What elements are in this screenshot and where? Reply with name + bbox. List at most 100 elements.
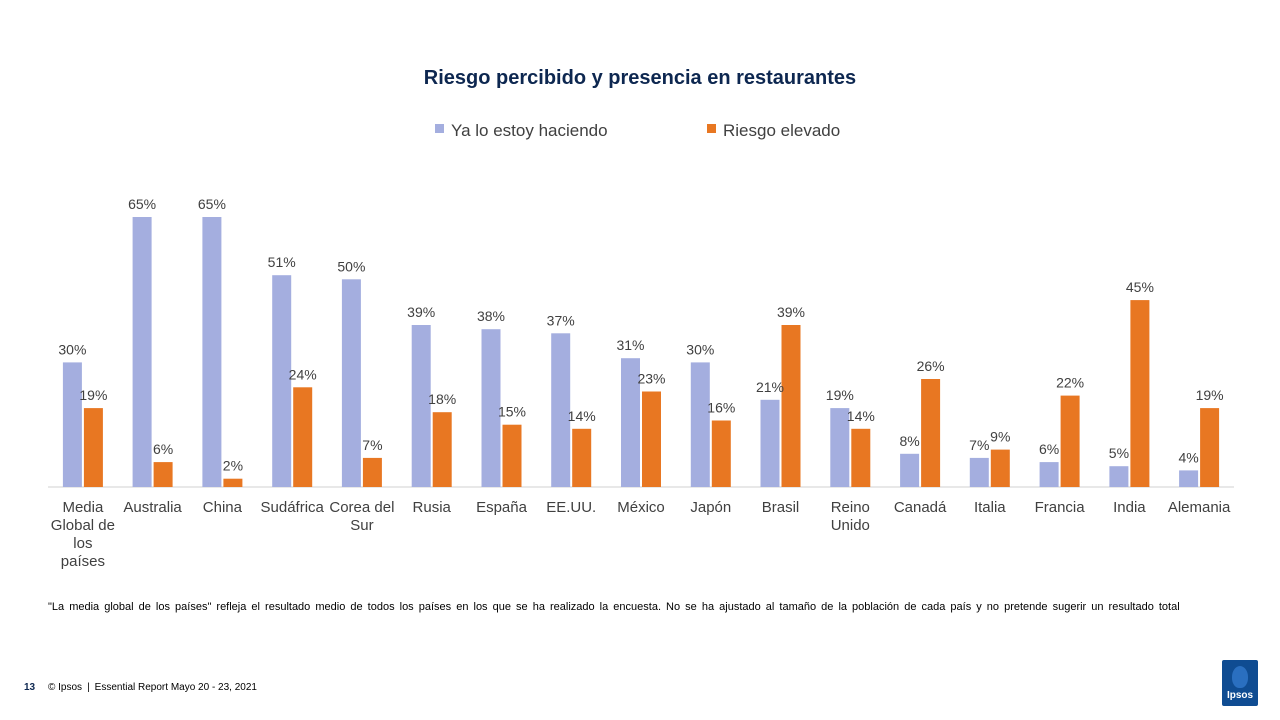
- category-label-16: Alemania: [1168, 499, 1231, 516]
- bars-group: [62, 217, 1220, 487]
- bar-riesgo-1: [153, 462, 173, 487]
- legend-label-riesgo: Riesgo elevado: [723, 121, 840, 140]
- bar-riesgo-8: [642, 391, 661, 487]
- value-label-ya-6: 38%: [477, 308, 505, 324]
- value-label-ya-14: 6%: [1039, 441, 1059, 457]
- value-label-ya-13: 7%: [969, 437, 989, 453]
- bar-ya-9: [690, 362, 710, 487]
- category-label-1: Australia: [123, 499, 182, 516]
- bar-ya-2: [202, 217, 222, 487]
- value-label-riesgo-11: 14%: [847, 408, 875, 424]
- value-labels-group: 30% 19% 65% 6% 65% 2% 51% 24% 50% 7% 39% 18% 38% 15% 3…: [58, 196, 1223, 474]
- legend-swatch-ya: [435, 124, 444, 133]
- value-label-ya-11: 19%: [826, 387, 854, 403]
- bar-ya-7: [551, 333, 571, 487]
- value-label-riesgo-13: 9%: [990, 429, 1010, 445]
- value-label-riesgo-9: 16%: [707, 400, 735, 416]
- bar-riesgo-12: [921, 379, 941, 487]
- value-label-riesgo-15: 45%: [1126, 279, 1154, 295]
- bar-ya-6: [481, 329, 501, 487]
- bar-ya-8: [621, 358, 640, 487]
- logo-mark-icon: [1232, 666, 1248, 688]
- chart-title: Riesgo percibido y presencia en restaura…: [424, 67, 856, 89]
- category-label-14: Francia: [1035, 499, 1086, 516]
- legend-swatch-riesgo: [707, 124, 716, 133]
- value-label-ya-0: 30%: [58, 341, 86, 357]
- bar-ya-13: [969, 457, 989, 487]
- category-label-11: Reino Unido: [831, 499, 870, 534]
- value-label-riesgo-8: 23%: [637, 371, 665, 387]
- value-label-ya-10: 21%: [756, 379, 784, 395]
- category-label-4: Corea del Sur: [329, 499, 394, 534]
- value-label-ya-16: 4%: [1178, 449, 1198, 465]
- bar-riesgo-7: [572, 428, 592, 487]
- category-label-13: Italia: [974, 499, 1006, 516]
- bar-riesgo-3: [293, 387, 313, 487]
- footer-separator: |: [87, 682, 90, 693]
- bar-riesgo-13: [990, 449, 1010, 487]
- value-label-riesgo-2: 2%: [223, 458, 243, 474]
- category-label-9: Japón: [690, 499, 731, 516]
- value-label-riesgo-12: 26%: [917, 358, 945, 374]
- value-label-riesgo-7: 14%: [568, 408, 596, 424]
- bar-riesgo-0: [83, 408, 103, 487]
- value-label-riesgo-3: 24%: [289, 366, 317, 382]
- category-label-10: Brasil: [762, 499, 800, 516]
- bar-chart: Riesgo percibido y presencia en restaura…: [48, 67, 1234, 570]
- category-label-2: China: [203, 499, 243, 516]
- bar-riesgo-2: [223, 478, 243, 487]
- value-label-ya-3: 51%: [268, 254, 296, 270]
- bar-ya-14: [1039, 462, 1059, 487]
- page-number: 13: [24, 682, 36, 693]
- value-label-ya-4: 50%: [337, 258, 365, 274]
- bar-ya-1: [132, 217, 152, 487]
- bar-riesgo-14: [1060, 395, 1080, 487]
- value-label-riesgo-0: 19%: [79, 387, 107, 403]
- value-label-riesgo-4: 7%: [362, 437, 382, 453]
- value-label-ya-2: 65%: [198, 196, 226, 212]
- value-label-riesgo-10: 39%: [777, 304, 805, 320]
- bar-ya-12: [900, 453, 920, 487]
- value-label-ya-8: 31%: [616, 337, 644, 353]
- category-label-0: Media Global de los países: [51, 499, 115, 570]
- value-label-riesgo-5: 18%: [428, 391, 456, 407]
- bar-riesgo-15: [1130, 300, 1150, 487]
- category-label-15: India: [1113, 499, 1146, 516]
- bar-ya-11: [830, 408, 850, 487]
- bar-ya-3: [272, 275, 292, 487]
- legend: Ya lo estoy haciendo Riesgo elevado: [435, 121, 840, 140]
- value-label-riesgo-1: 6%: [153, 441, 173, 457]
- category-label-12: Canadá: [894, 499, 947, 516]
- footer: 13 © Ipsos | Essential Report Mayo 20 - …: [24, 682, 257, 693]
- value-label-riesgo-16: 19%: [1196, 387, 1224, 403]
- bar-ya-5: [411, 325, 431, 487]
- value-label-ya-7: 37%: [547, 312, 575, 328]
- logo-text: Ipsos: [1226, 690, 1254, 701]
- bar-ya-15: [1109, 466, 1129, 487]
- value-label-riesgo-6: 15%: [498, 404, 526, 420]
- bar-ya-10: [760, 399, 780, 487]
- category-label-8: México: [617, 499, 665, 516]
- category-label-6: España: [476, 499, 528, 516]
- value-label-ya-1: 65%: [128, 196, 156, 212]
- copyright-text: © Ipsos: [48, 682, 83, 693]
- value-label-ya-12: 8%: [899, 433, 919, 449]
- category-label-5: Rusia: [413, 499, 452, 516]
- bar-ya-16: [1179, 470, 1199, 487]
- footnote: "La media global de los países" refleja …: [48, 601, 1180, 613]
- value-label-ya-15: 5%: [1109, 445, 1129, 461]
- category-label-7: EE.UU.: [546, 499, 596, 516]
- bar-riesgo-16: [1200, 408, 1220, 487]
- value-label-ya-5: 39%: [407, 304, 435, 320]
- legend-label-ya: Ya lo estoy haciendo: [451, 121, 608, 140]
- report-info: Essential Report Mayo 20 - 23, 2021: [94, 682, 257, 693]
- bar-riesgo-6: [502, 424, 522, 487]
- ipsos-logo: Ipsos: [1222, 660, 1258, 706]
- bar-ya-4: [341, 279, 361, 487]
- bar-riesgo-5: [432, 412, 452, 487]
- category-label-3: Sudáfrica: [261, 499, 325, 516]
- bar-riesgo-9: [711, 420, 731, 487]
- category-labels-group: Media Global de los países Australia China Sud…: [51, 499, 1231, 570]
- bar-riesgo-11: [851, 428, 871, 487]
- bar-ya-0: [62, 362, 82, 487]
